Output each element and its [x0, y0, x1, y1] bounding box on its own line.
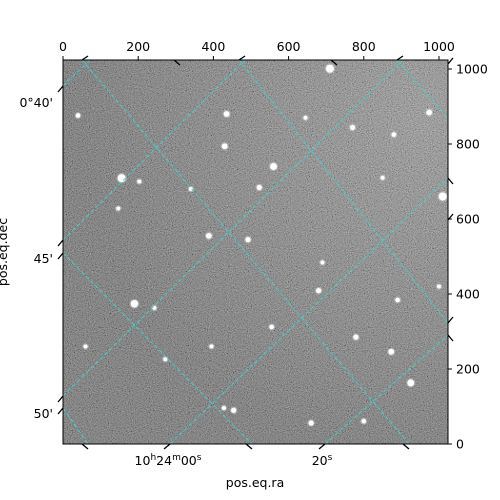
stars-layer	[74, 63, 448, 427]
star	[116, 206, 121, 211]
star	[380, 175, 385, 180]
ra-label-2-seconds: 20	[312, 453, 328, 468]
right-tick-label: 200	[456, 362, 480, 377]
top-tick-label: 800	[352, 39, 376, 54]
star	[391, 132, 397, 137]
star	[316, 288, 322, 294]
world-tick-marks	[57, 55, 454, 450]
grid-line	[63, 252, 253, 444]
star	[221, 405, 226, 411]
ra-label-1-h: h	[150, 453, 156, 463]
star	[269, 324, 274, 330]
star	[325, 64, 334, 73]
star	[361, 418, 367, 424]
star	[205, 232, 212, 239]
star	[308, 420, 314, 426]
star	[221, 143, 228, 150]
right-tick-label: 800	[456, 137, 480, 152]
right-tick-label: 600	[456, 212, 480, 227]
right-tick-label: 0	[456, 437, 464, 452]
star	[83, 344, 88, 349]
top-tick-label: 400	[201, 39, 225, 54]
star	[388, 348, 395, 355]
star	[256, 184, 262, 191]
star	[231, 407, 237, 413]
grid-line	[63, 60, 246, 241]
star	[303, 115, 308, 120]
grid-line	[169, 177, 448, 444]
star	[245, 237, 251, 243]
star	[436, 284, 442, 289]
image-panel	[63, 60, 448, 444]
star	[75, 113, 81, 118]
ra-label-2: 20s	[312, 453, 333, 468]
right-tick-label: 1000	[456, 62, 488, 77]
ra-label-1-hours: 10	[135, 453, 151, 468]
ra-label-1-minutes: 24	[156, 453, 172, 468]
star	[163, 357, 168, 362]
ra-label-1-s: s	[197, 453, 202, 463]
star	[349, 124, 356, 131]
right-tick-label: 400	[456, 287, 480, 302]
y-axis-label: pos.eq.dec	[0, 218, 10, 286]
right-pixel-ticks: 0 200 400 600 800 1000	[448, 62, 488, 452]
grid-line	[238, 60, 448, 324]
star	[395, 297, 400, 303]
dec-label-3: 50'	[34, 406, 53, 421]
star	[130, 300, 139, 308]
grid-line	[63, 407, 89, 444]
grid-line	[63, 60, 404, 397]
top-pixel-ticks: 0 200 400 600 800 1000	[59, 39, 455, 60]
star	[137, 179, 142, 184]
star	[223, 111, 230, 117]
top-tick-label: 600	[277, 39, 301, 54]
ra-label-1-m: m	[172, 453, 181, 463]
star	[117, 174, 126, 183]
x-axis-label: pos.eq.ra	[226, 475, 284, 490]
grid-line	[324, 334, 448, 444]
image-illumination	[63, 60, 448, 444]
top-tick-label: 1000	[423, 39, 455, 54]
star	[270, 163, 277, 170]
star	[209, 344, 214, 349]
star	[353, 334, 359, 340]
star	[407, 379, 415, 387]
ra-label-2-s: s	[328, 453, 333, 463]
star	[320, 260, 325, 265]
plot-frame	[62, 59, 449, 445]
top-tick-label: 0	[59, 39, 67, 54]
ra-label-1: 10h24m00s	[135, 453, 202, 468]
top-tick-label: 200	[126, 39, 150, 54]
dec-label-2: 45'	[34, 251, 53, 266]
star	[188, 186, 193, 192]
ra-label-1-seconds: 00	[181, 453, 197, 468]
star	[438, 192, 447, 201]
star	[426, 109, 433, 116]
coordinate-grid	[63, 60, 448, 444]
dec-label-1: 0°40'	[19, 95, 53, 110]
